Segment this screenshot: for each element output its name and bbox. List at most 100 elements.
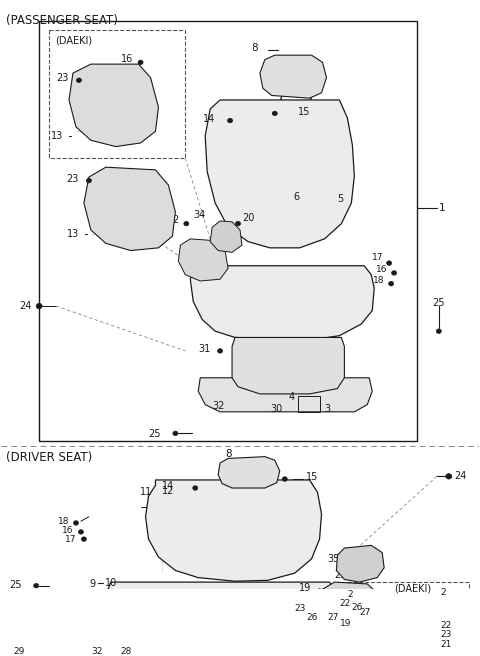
Circle shape: [76, 78, 82, 83]
Text: 25: 25: [432, 298, 445, 308]
Text: (PASSENGER SEAT): (PASSENGER SEAT): [6, 14, 118, 27]
Text: 17: 17: [64, 535, 76, 544]
Text: 30: 30: [270, 404, 282, 414]
Text: 2: 2: [441, 588, 446, 598]
Text: 16: 16: [376, 265, 387, 274]
Text: 23: 23: [67, 174, 79, 184]
Text: 15: 15: [306, 472, 318, 482]
Bar: [158, 493, 179, 506]
Circle shape: [36, 304, 42, 309]
Text: 27: 27: [327, 613, 339, 623]
Text: 21: 21: [441, 640, 452, 649]
Text: 8: 8: [251, 43, 258, 53]
Text: 29: 29: [13, 647, 24, 655]
Circle shape: [82, 537, 86, 541]
Text: 1: 1: [439, 203, 445, 213]
Circle shape: [86, 178, 91, 183]
Circle shape: [217, 348, 223, 353]
Text: 5: 5: [337, 194, 344, 203]
Text: 34: 34: [193, 210, 205, 220]
Circle shape: [138, 60, 143, 64]
Text: 2: 2: [348, 590, 353, 599]
Text: 24: 24: [454, 472, 466, 482]
Text: 12: 12: [162, 485, 175, 496]
Circle shape: [282, 477, 287, 482]
Circle shape: [228, 118, 232, 123]
Polygon shape: [198, 378, 372, 412]
Circle shape: [414, 623, 424, 632]
Circle shape: [78, 529, 84, 534]
Text: 14: 14: [203, 113, 215, 124]
Circle shape: [392, 271, 396, 275]
Text: 24: 24: [19, 301, 32, 311]
Text: 22: 22: [339, 599, 351, 608]
Bar: [49, 30, 185, 158]
Polygon shape: [190, 266, 374, 340]
Circle shape: [193, 486, 198, 490]
Text: 10: 10: [105, 578, 117, 588]
Circle shape: [436, 329, 441, 333]
Polygon shape: [336, 545, 384, 582]
Text: 17: 17: [372, 253, 383, 262]
Circle shape: [272, 111, 277, 115]
Text: 26: 26: [306, 613, 318, 623]
Text: 21: 21: [335, 570, 347, 580]
Polygon shape: [210, 221, 242, 253]
Text: 35: 35: [327, 554, 339, 564]
Polygon shape: [69, 64, 158, 146]
Text: (DAEKI): (DAEKI): [394, 584, 431, 594]
Text: 32: 32: [213, 401, 225, 411]
Bar: [301, 197, 335, 221]
Text: 27: 27: [360, 608, 371, 617]
Circle shape: [317, 589, 322, 593]
Bar: [12, 647, 168, 656]
Polygon shape: [205, 100, 354, 248]
Circle shape: [389, 613, 399, 623]
Circle shape: [236, 222, 240, 226]
Text: 9: 9: [90, 579, 96, 589]
Text: 18: 18: [372, 276, 384, 285]
Circle shape: [184, 222, 189, 226]
Circle shape: [73, 521, 78, 525]
Text: 23: 23: [57, 73, 69, 83]
Bar: [298, 396, 320, 412]
Text: (DRIVER SEAT): (DRIVER SEAT): [6, 451, 93, 464]
Text: 32: 32: [91, 647, 102, 655]
Polygon shape: [158, 621, 268, 654]
Text: 4: 4: [288, 392, 295, 403]
Text: 31: 31: [198, 344, 210, 354]
Polygon shape: [84, 167, 175, 251]
Text: 19: 19: [300, 583, 312, 594]
Polygon shape: [179, 239, 228, 281]
Circle shape: [406, 640, 416, 649]
Text: 26: 26: [351, 603, 363, 611]
Text: 25: 25: [9, 580, 21, 590]
Text: 16: 16: [61, 525, 73, 535]
Text: 2: 2: [172, 215, 179, 225]
Text: 13: 13: [51, 131, 63, 141]
Text: 23: 23: [441, 630, 452, 638]
Text: 19: 19: [340, 619, 351, 628]
Text: 11: 11: [140, 487, 153, 497]
Polygon shape: [107, 582, 336, 621]
Circle shape: [34, 583, 39, 588]
Text: 16: 16: [121, 54, 133, 64]
Text: 28: 28: [120, 647, 132, 655]
Polygon shape: [218, 457, 280, 488]
Text: 25: 25: [148, 429, 160, 440]
Text: 8: 8: [225, 449, 231, 459]
Text: 15: 15: [298, 107, 310, 117]
Polygon shape: [318, 582, 379, 625]
Circle shape: [389, 281, 394, 286]
Text: (DAEKI): (DAEKI): [55, 35, 92, 45]
Circle shape: [366, 620, 376, 628]
Polygon shape: [145, 480, 322, 581]
Text: 6: 6: [294, 192, 300, 202]
Text: 23: 23: [294, 604, 306, 613]
Circle shape: [173, 431, 178, 436]
Circle shape: [446, 474, 452, 479]
Polygon shape: [232, 337, 344, 394]
Circle shape: [387, 261, 392, 265]
Polygon shape: [260, 55, 326, 98]
Bar: [39, 21, 417, 441]
